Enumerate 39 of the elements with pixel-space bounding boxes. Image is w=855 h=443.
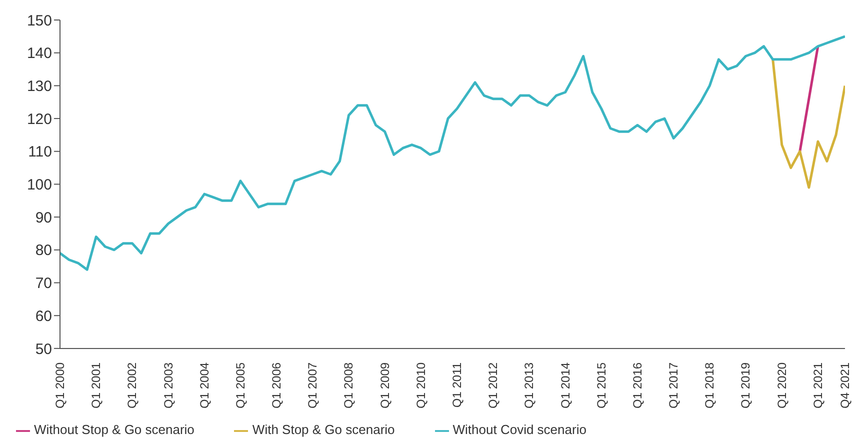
x-tick-label: Q1 2002: [125, 362, 140, 408]
y-tick-label: 120: [26, 110, 52, 128]
line-series: [772, 58, 845, 189]
y-tick-label: 70: [35, 275, 52, 292]
x-tick-label: Q1 2014: [558, 362, 572, 408]
x-tick-label: Q1 2008: [342, 362, 356, 408]
y-tick-label: 100: [26, 176, 52, 194]
legend-label: With Stop & Go scenario: [252, 422, 395, 438]
x-tick-label: Q1 2010: [414, 362, 428, 408]
legend-label: Without Covid scenario: [452, 422, 586, 438]
x-tick-label: Q1 2015: [594, 362, 608, 408]
x-tick-label: Q1 2018: [702, 362, 717, 408]
x-tick-label: Q1 2016: [630, 362, 644, 408]
x-tick-label: Q1 2012: [486, 362, 500, 408]
y-tick-label: 90: [35, 209, 52, 226]
legend-label: Without Stop & Go scenario: [34, 422, 194, 438]
x-tick-label: Q1 2006: [270, 362, 284, 408]
x-tick-label: Q4 2021: [838, 362, 852, 408]
y-tick-label: 150: [26, 12, 52, 30]
line-series: [60, 35, 845, 271]
x-tick-label: Q1 2017: [666, 362, 681, 408]
x-tick-label: Q1 2011: [450, 362, 464, 408]
x-tick-label: Q1 2021: [810, 362, 825, 408]
x-tick-label: Q1 2019: [738, 362, 753, 408]
x-tick-label: Q1 2005: [233, 362, 248, 408]
x-tick-label: Q1 2007: [306, 362, 320, 408]
y-tick-label: 60: [35, 308, 52, 325]
y-tick-label: 140: [26, 45, 52, 62]
x-tick-label: Q1 2003: [161, 362, 176, 408]
y-tick-label: 80: [35, 242, 52, 260]
y-tick-label: 110: [28, 144, 52, 161]
x-tick-label: Q1 2009: [378, 362, 392, 408]
y-tick-label: 130: [26, 78, 52, 96]
x-tick-label: Q1 2001: [89, 362, 104, 408]
y-tick-label: 50: [35, 340, 52, 358]
x-tick-label: Q1 2000: [53, 362, 67, 408]
x-tick-label: Q1 2020: [774, 362, 789, 408]
x-tick-label: Q1 2004: [197, 362, 212, 408]
x-tick-label: Q1 2013: [522, 362, 536, 408]
